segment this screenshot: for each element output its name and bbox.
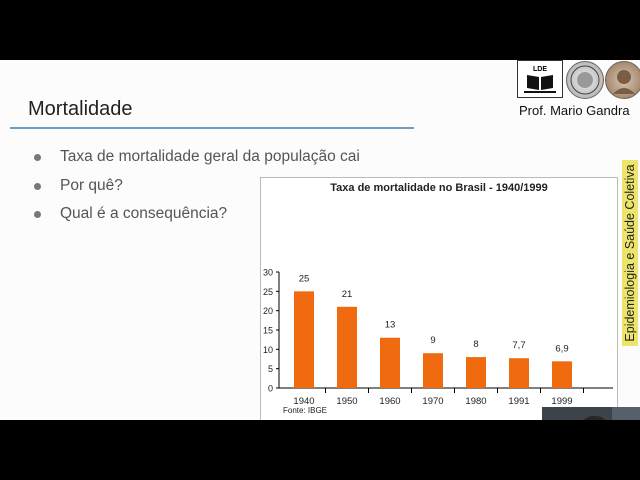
bar-value-label: 8 <box>473 339 478 350</box>
bar-value-label: 9 <box>430 335 435 346</box>
bullet-item: Qual é a consequência? <box>34 203 360 232</box>
portrait-seal-icon <box>605 61 640 99</box>
chart-source: Fonte: IBGE <box>283 406 328 415</box>
bar-value-label: 25 <box>299 273 310 284</box>
y-tick-label: 25 <box>263 287 273 297</box>
bar-value-label: 7,7 <box>512 340 525 351</box>
x-tick-label: 1940 <box>293 396 314 407</box>
slide-title: Mortalidade <box>28 98 133 120</box>
bullet-dot-icon <box>34 154 41 161</box>
y-tick-label: 20 <box>263 306 273 316</box>
bar-value-label: 13 <box>385 320 396 331</box>
university-seal-icon <box>566 61 604 99</box>
bar-value-label: 6,9 <box>555 343 568 354</box>
x-tick-label: 1991 <box>508 396 529 407</box>
x-tick-label: 1999 <box>551 396 572 407</box>
webcam-overlay <box>542 407 640 420</box>
bullet-text: Por quê? <box>60 176 123 194</box>
book-icon: LDE <box>524 66 556 93</box>
chart-title: Taxa de mortalidade no Brasil - 1940/199… <box>330 182 548 194</box>
bullet-text: Taxa de mortalidade geral da população c… <box>60 148 360 165</box>
lde-logo: LDE <box>517 60 563 98</box>
author-name: Prof. Mario Gandra <box>519 103 630 118</box>
slide: Mortalidade Taxa de mortalidade geral da… <box>0 60 640 420</box>
bar <box>509 358 529 388</box>
bar <box>552 361 572 388</box>
bullet-item: Por quê? <box>34 175 360 204</box>
bullet-item: Taxa de mortalidade geral da população c… <box>34 146 360 175</box>
chart: Taxa de mortalidade no Brasil - 1940/199… <box>260 177 618 420</box>
course-tag-text: Epidemiologia e Saúde Coletiva <box>623 164 637 342</box>
bar <box>380 337 400 388</box>
bullet-dot-icon <box>34 211 41 218</box>
x-tick-label: 1960 <box>379 396 400 407</box>
bar <box>466 357 486 388</box>
bullet-dot-icon <box>34 182 41 190</box>
bar <box>423 353 443 388</box>
bullet-list: Taxa de mortalidade geral da população c… <box>34 146 360 232</box>
x-tick-label: 1950 <box>336 396 357 407</box>
y-tick-label: 10 <box>263 345 273 355</box>
y-tick-label: 30 <box>263 268 273 278</box>
course-tag: Epidemiologia e Saúde Coletiva <box>622 160 638 346</box>
lde-logo-text: LDE <box>533 66 547 73</box>
x-tick-label: 1980 <box>465 396 486 407</box>
y-tick-label: 5 <box>268 364 273 374</box>
bar <box>294 291 314 388</box>
y-tick-label: 15 <box>263 326 273 336</box>
logo-group: LDE <box>517 60 640 100</box>
chart-plot: 0 5 10 15 20 25 30 25 1940 21 1950 13 1960 9 1970 8 1980… <box>263 268 613 407</box>
bar <box>337 306 357 388</box>
bullet-text: Qual é a consequência? <box>60 205 228 222</box>
title-underline <box>10 127 414 129</box>
y-tick-label: 0 <box>268 384 273 394</box>
bar-value-label: 21 <box>342 289 353 300</box>
presenter-video-icon <box>542 407 640 420</box>
x-tick-label: 1970 <box>422 396 443 407</box>
